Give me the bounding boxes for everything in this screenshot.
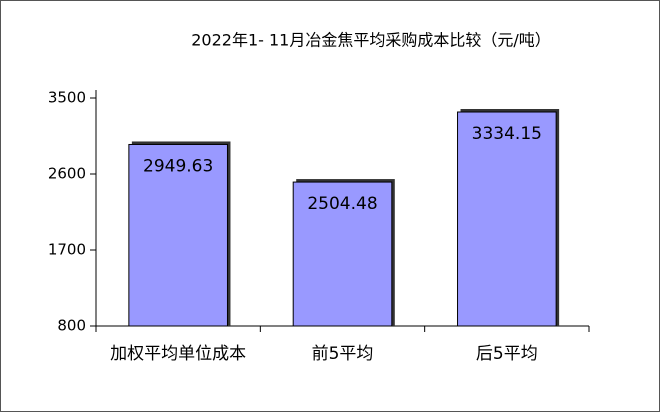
chart-title: 2022年1- 11月冶金焦平均采购成本比较（元/吨） bbox=[191, 31, 551, 50]
x-tick-label: 前5平均 bbox=[311, 344, 374, 364]
y-tick-label: 800 bbox=[57, 317, 86, 335]
data-label: 2949.63 bbox=[143, 156, 213, 176]
y-tick-label: 2600 bbox=[48, 165, 86, 183]
x-tick-label: 加权平均单位成本 bbox=[110, 344, 247, 364]
y-tick-label: 1700 bbox=[48, 241, 86, 259]
y-tick-label: 3500 bbox=[48, 89, 86, 107]
bar bbox=[457, 111, 557, 327]
data-label: 2504.48 bbox=[307, 194, 377, 214]
x-tick-label: 后5平均 bbox=[475, 344, 538, 364]
data-label: 3334.15 bbox=[472, 124, 542, 144]
bar bbox=[292, 181, 393, 327]
bar bbox=[128, 143, 228, 327]
